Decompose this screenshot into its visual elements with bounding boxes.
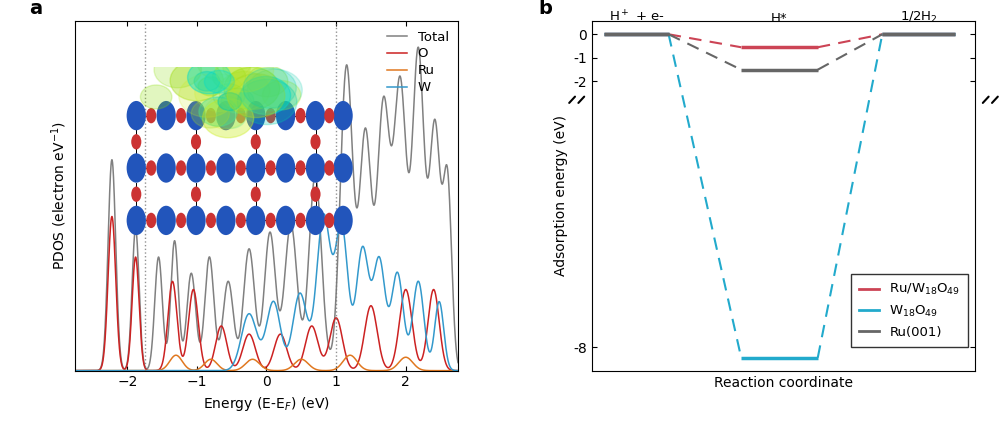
Ru [170,353,182,358]
Total [255,317,267,322]
Y-axis label: Adsorption energy (eV): Adsorption energy (eV) [554,115,568,276]
Line: Ru: Ru [75,355,458,371]
Legend: Ru/W$_{18}$O$_{49}$, W$_{18}$O$_{49}$, Ru(001): Ru/W$_{18}$O$_{49}$, W$_{18}$O$_{49}$, R… [851,274,968,347]
W [441,353,453,358]
W [255,337,267,342]
W [89,368,101,373]
Total [441,163,453,168]
Text: 1/2H$_2$: 1/2H$_2$ [900,10,937,25]
Total [245,253,257,259]
Total [441,163,453,168]
O [441,364,453,369]
O [69,368,81,373]
O [371,326,383,331]
Text: H*: H* [771,12,788,25]
Text: a: a [29,0,42,18]
O [89,368,101,373]
Total [412,45,424,50]
X-axis label: Reaction coordinate: Reaction coordinate [714,376,853,390]
Ru [441,368,453,373]
Text: b: b [538,0,552,18]
Ru [441,368,453,373]
X-axis label: Energy (E-E$_F$) (eV): Energy (E-E$_F$) (eV) [203,395,330,413]
Ru [371,368,383,373]
Ru [245,357,257,362]
Total [371,185,383,190]
O [245,334,257,339]
Line: Total: Total [75,47,458,371]
Total [69,368,81,373]
O [106,214,118,219]
Ru [69,368,81,373]
Ru [452,368,464,373]
Y-axis label: PDOS (electron eV$^{-1}$): PDOS (electron eV$^{-1}$) [50,121,69,271]
W [452,368,464,373]
Ru [255,363,267,368]
O [255,363,267,368]
Legend: Total, O, Ru, W: Total, O, Ru, W [385,28,451,97]
Line: O: O [75,216,458,371]
O [452,368,464,373]
W [371,259,383,264]
W [69,368,81,373]
Total [452,360,464,365]
W [245,313,257,318]
Line: W: W [75,214,458,371]
Total [89,368,101,373]
W [318,211,330,216]
O [441,363,453,368]
Ru [89,368,101,373]
W [441,352,453,357]
Text: H$^+$ + e-: H$^+$ + e- [609,10,664,25]
